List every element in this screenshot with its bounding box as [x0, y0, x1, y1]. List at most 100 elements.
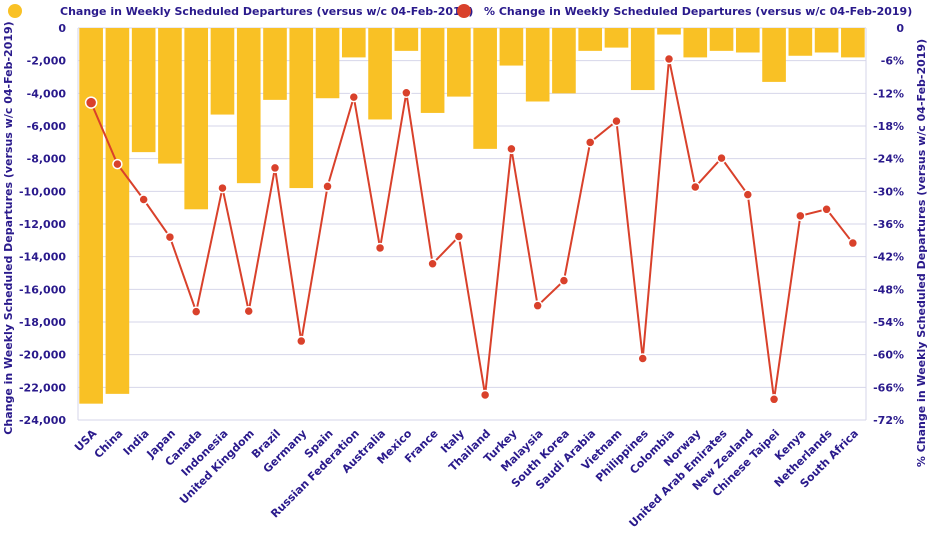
bar — [709, 28, 734, 51]
left-tick-label: -8,000 — [27, 153, 67, 166]
line-point — [112, 158, 123, 170]
left-tick-label: -12,000 — [19, 218, 66, 231]
line-point — [716, 152, 727, 164]
right-tick-label: -30% — [873, 185, 904, 198]
line-point — [558, 275, 570, 286]
bar — [341, 28, 366, 58]
right-tick-label: -6% — [881, 55, 904, 68]
bar — [105, 28, 130, 394]
bar — [657, 28, 681, 35]
bar — [447, 28, 471, 97]
right-tick-label: -60% — [873, 349, 904, 362]
line-point — [269, 162, 281, 174]
legend: Change in Weekly Scheduled Departures (v… — [8, 4, 912, 18]
bar — [683, 28, 708, 58]
grid-layer — [77, 27, 867, 421]
right-axis-ticks: 0 -6% -12% -18% -24% -30% -36% -42% -48% -54% -60%… — [873, 22, 904, 427]
line-point — [322, 181, 333, 192]
right-tick-label: -72% — [873, 414, 904, 427]
series-line — [90, 58, 854, 400]
bar — [578, 28, 603, 51]
line-point — [795, 210, 806, 222]
bar — [263, 28, 287, 100]
bar — [735, 28, 760, 53]
right-tick-label: -42% — [873, 251, 904, 264]
line-point — [217, 182, 228, 194]
line-point — [479, 389, 491, 401]
left-tick-label: -22,000 — [19, 381, 66, 394]
bar — [630, 28, 655, 91]
left-tick-label: -18,000 — [19, 316, 66, 329]
line-point — [584, 137, 596, 148]
line-point — [348, 91, 360, 103]
line-point — [427, 258, 438, 269]
legend-line-label: % Change in Weekly Scheduled Departures … — [484, 5, 912, 18]
bar — [158, 28, 182, 164]
bar — [814, 28, 839, 53]
bar — [236, 28, 261, 184]
legend-bar-label: Change in Weekly Scheduled Departures (v… — [60, 5, 473, 18]
line-point — [296, 335, 307, 347]
line-point — [768, 394, 780, 405]
right-tick-label: -66% — [873, 381, 904, 394]
line-point — [742, 189, 754, 200]
left-axis-title: Change in Weekly Scheduled Departures (v… — [2, 21, 15, 434]
category-labels: USAChinaIndiaJapanCanadaIndonesiaUnited … — [72, 427, 861, 530]
bar — [841, 28, 865, 58]
left-tick-label: -20,000 — [19, 349, 66, 362]
line-point — [821, 204, 832, 215]
bar — [368, 28, 392, 120]
left-axis-ticks: 0 -2,000 -4,000 -6,000 -8,000 -10,000 -12,000 -… — [19, 22, 66, 427]
line-point — [637, 353, 648, 364]
bar — [604, 28, 629, 48]
line-point — [663, 53, 675, 65]
right-tick-label: 0 — [896, 22, 904, 35]
bar — [79, 28, 103, 404]
left-tick-label: 0 — [58, 22, 66, 35]
left-tick-label: -4,000 — [27, 87, 67, 100]
bar — [788, 28, 813, 56]
left-tick-label: -6,000 — [27, 120, 67, 133]
line-point — [138, 194, 149, 205]
right-axis-title: % Change in Weekly Scheduled Departures … — [915, 39, 928, 467]
line-point — [243, 305, 254, 317]
line-point — [847, 237, 859, 249]
bar — [315, 28, 340, 99]
line-point — [374, 242, 386, 254]
bar — [184, 28, 209, 210]
line-point — [690, 181, 701, 193]
left-tick-label: -16,000 — [19, 283, 66, 296]
left-tick-label: -14,000 — [19, 251, 66, 264]
right-tick-label: -24% — [873, 153, 904, 166]
bar — [210, 28, 235, 115]
bar — [525, 28, 550, 102]
bar — [420, 28, 445, 113]
line-layer — [84, 53, 859, 405]
line-point — [532, 300, 543, 311]
category-label: China — [92, 427, 126, 461]
line-point — [190, 306, 202, 317]
right-tick-label: -36% — [873, 218, 904, 231]
bar — [499, 28, 524, 66]
bar — [394, 28, 419, 51]
left-tick-label: -24,000 — [19, 414, 66, 427]
right-tick-label: -54% — [873, 316, 904, 329]
right-tick-label: -48% — [873, 283, 904, 296]
bar — [131, 28, 156, 153]
legend-bar-swatch — [8, 4, 22, 18]
right-tick-label: -12% — [873, 87, 904, 100]
bar — [473, 28, 497, 149]
right-tick-label: -18% — [873, 120, 904, 133]
line-point — [164, 231, 176, 243]
line-point — [453, 231, 465, 242]
left-tick-label: -10,000 — [19, 185, 66, 198]
line-point — [611, 115, 622, 127]
line-point — [401, 87, 412, 99]
line-point — [506, 143, 517, 155]
bar — [552, 28, 576, 94]
line-point — [84, 96, 98, 109]
legend-line-swatch — [457, 4, 471, 18]
bar — [289, 28, 314, 189]
